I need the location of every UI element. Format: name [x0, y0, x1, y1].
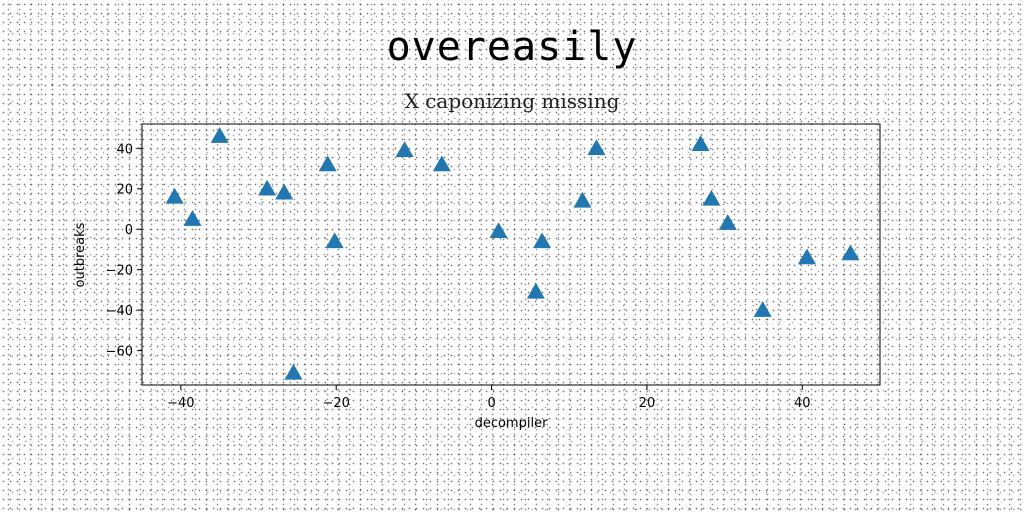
scatter-point [797, 248, 816, 265]
data-points [165, 127, 860, 380]
scatter-point [284, 363, 303, 380]
scatter-point [573, 191, 592, 208]
y-tick-label: −60 [106, 345, 133, 360]
x-tick-label: −20 [322, 396, 349, 411]
scatter-point [183, 210, 202, 226]
y-tick-label: −40 [106, 304, 133, 319]
scatter-point [691, 135, 710, 151]
scatter-point [489, 222, 508, 238]
axis-ticks: −40 −20 0 20 40 40 20 0 −20 −40 −60 [106, 142, 811, 411]
y-tick-label: −20 [106, 264, 133, 279]
scatter-point [587, 139, 606, 156]
scatter-point [753, 301, 772, 317]
scatter-point [702, 189, 721, 206]
scatter-point [325, 232, 344, 249]
x-tick-label: 20 [639, 396, 656, 411]
scatter-point [526, 282, 545, 299]
chart-title: overeasily [386, 24, 638, 70]
scatter-point [210, 127, 229, 143]
scatter-point [533, 232, 552, 249]
x-axis-label: decompiler [475, 416, 548, 431]
scatter-point [258, 179, 277, 196]
scatter-point [275, 183, 294, 200]
scatter-point [718, 214, 737, 230]
y-tick-label: 40 [116, 142, 133, 157]
x-tick-label: −40 [167, 396, 194, 411]
scatter-point [432, 155, 451, 172]
y-tick-label: 20 [116, 183, 133, 198]
x-tick-label: 40 [794, 396, 811, 411]
scatter-point [318, 155, 337, 172]
scatter-point [395, 141, 414, 158]
plot-frame [141, 123, 881, 386]
scatter-point [841, 244, 860, 261]
y-tick-label: 0 [125, 223, 133, 238]
x-tick-label: 0 [487, 396, 495, 411]
scatter-point [165, 187, 184, 204]
chart-subtitle: X caponizing missing [404, 89, 620, 113]
y-axis-label: outbreaks [73, 222, 88, 287]
